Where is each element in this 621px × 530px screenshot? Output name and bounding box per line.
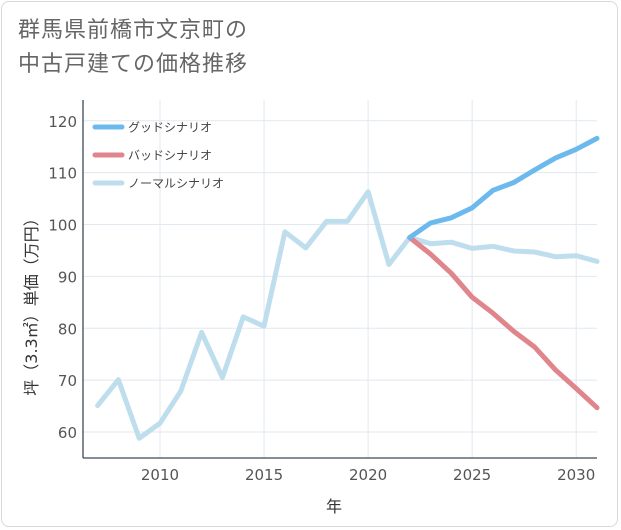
- chart-title-line-1: 群馬県前橋市文京町の: [18, 18, 249, 43]
- y-tick-label: 120: [48, 113, 77, 131]
- x-axis-label: 年: [326, 497, 342, 516]
- y-tick-label: 100: [48, 217, 77, 235]
- axes: 60 70 80 90 100 110 120 2010 2015 2020 2025 2030: [48, 100, 597, 484]
- y-tick-label: 60: [58, 424, 77, 442]
- x-tick-label: 2025: [453, 466, 491, 484]
- x-tick-label: 2010: [141, 466, 179, 484]
- x-tick-label: 2030: [557, 466, 595, 484]
- series-line-1: [407, 235, 600, 411]
- legend-label: ノーマルシナリオ: [128, 177, 224, 191]
- y-tick-label: 110: [48, 165, 77, 183]
- y-axis-label: 坪（3.3㎡）単価（万円）: [22, 210, 41, 395]
- legend-label: グッドシナリオ: [128, 121, 212, 135]
- series-line-0: [407, 135, 600, 240]
- legend-label: バッドシナリオ: [128, 149, 212, 163]
- x-tick-label: 2020: [349, 466, 387, 484]
- series-layer: [95, 135, 600, 441]
- chart-title: 群馬県前橋市文京町の 中古戸建ての価格推移: [18, 14, 248, 82]
- grid-lines: [83, 100, 597, 458]
- y-tick-label: 80: [58, 320, 77, 338]
- x-tick-label: 2015: [245, 466, 283, 484]
- y-tick-label: 90: [58, 268, 77, 286]
- chart-title-line-2: 中古戸建ての価格推移: [18, 52, 249, 77]
- y-tick-label: 70: [58, 372, 77, 390]
- series-line-2: [95, 189, 600, 441]
